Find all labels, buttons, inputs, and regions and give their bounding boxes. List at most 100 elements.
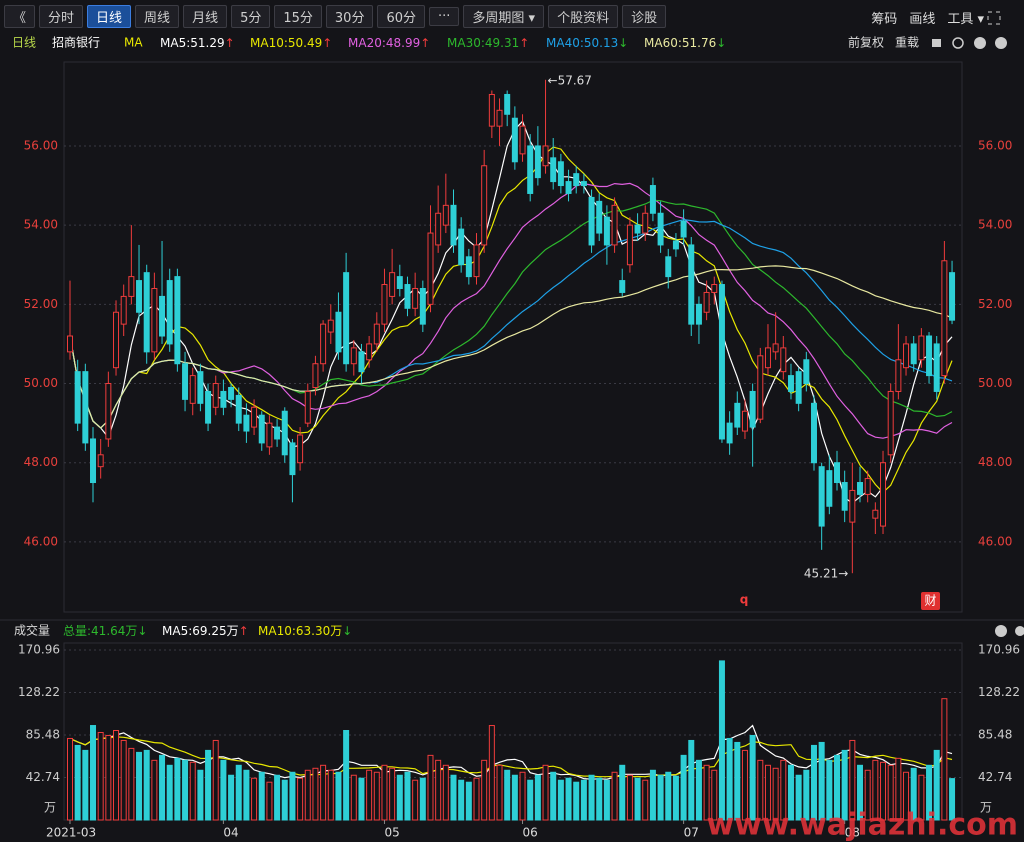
volume-bar — [189, 761, 196, 821]
legend-item: MA10:50.49↑ — [250, 36, 332, 50]
volume-bar — [826, 759, 833, 821]
event-marker: q — [740, 593, 749, 607]
volume-bar — [527, 779, 534, 821]
toolbar-button[interactable]: 分时 — [39, 4, 84, 28]
toolbar-button[interactable]: 周线 — [135, 4, 180, 28]
volume-bar — [427, 754, 434, 821]
candle-body — [220, 390, 227, 408]
legend-item: MA60:51.76↓ — [644, 36, 726, 50]
period: 日线 — [12, 36, 36, 50]
annotation: ←57.67 — [548, 73, 592, 87]
legend-item: MA40:50.13↓ — [546, 36, 628, 50]
legend-label: MA5:69.25万 — [162, 624, 239, 638]
volume-bar — [128, 747, 135, 821]
volume-bar — [136, 751, 143, 821]
toolbar-button[interactable]: 月线 — [183, 4, 228, 28]
candle-body — [281, 410, 288, 456]
ma-title: MA — [124, 36, 143, 50]
volume-bar — [834, 754, 840, 821]
legend-arrow: ↑ — [239, 624, 249, 638]
annotation: 45.21→ — [804, 567, 848, 581]
volume-bar — [849, 739, 856, 821]
toolbar-button[interactable]: 5分 — [231, 4, 271, 28]
y-tick-label: 56.00 — [24, 138, 58, 152]
volume-bar — [212, 739, 219, 821]
candle-body — [481, 165, 488, 246]
toolbar-button[interactable]: 个股资料 — [548, 4, 619, 28]
y-tick-label: 46.00 — [24, 534, 58, 548]
candle-body — [910, 343, 917, 365]
volume-bar — [933, 749, 940, 821]
toolbar-tool[interactable]: 画线 — [909, 12, 936, 27]
toolbar-button[interactable]: 60分 — [377, 4, 425, 28]
volume-bar — [672, 775, 679, 821]
candle-body — [174, 276, 181, 365]
volume-bar — [251, 777, 258, 821]
y-tick-label: 50.00 — [24, 376, 58, 390]
toolbar-button[interactable]: 30分 — [325, 4, 374, 28]
y-tick-label-right: 50.00 — [978, 376, 1012, 390]
volume-bar — [803, 769, 810, 821]
volume-bar — [857, 764, 864, 821]
y-tick-label-right: 46.00 — [978, 534, 1012, 548]
volume-bar — [734, 741, 741, 821]
volume-bar — [918, 774, 925, 821]
volume-bar — [281, 779, 288, 821]
candle-body — [412, 287, 419, 309]
candle-body — [680, 220, 687, 238]
candle-body — [534, 145, 541, 179]
toolbar-button[interactable]: 《 — [4, 4, 36, 28]
toolbar-button[interactable]: ··· — [429, 6, 460, 26]
y-tick-label: 42.74 — [26, 770, 60, 784]
zoom-in-icon — [974, 37, 986, 49]
legend-label: MA10:50.49 — [250, 36, 322, 50]
candle-body — [810, 402, 817, 464]
ma-line — [69, 265, 953, 429]
toolbar-button[interactable]: 日线 — [87, 4, 132, 28]
toolbar-button[interactable]: 诊股 — [622, 4, 667, 28]
volume-bar — [757, 759, 764, 821]
price-pane — [63, 61, 963, 613]
toolbar-tool[interactable]: 工具 ▾ — [947, 12, 984, 27]
legend-right: 前复权 — [848, 35, 884, 50]
toolbar: 《分时 日线 周线 月线 5分 15分 30分 60分 ··· 多周期图 ▾ 个股资料 诊股 — [0, 0, 1024, 32]
candle-body — [826, 470, 833, 507]
volume-bar — [741, 749, 748, 821]
candle-body — [949, 272, 956, 321]
volume-bar — [642, 779, 649, 821]
legend-arrow: ↓ — [137, 624, 147, 638]
candle-body — [473, 244, 480, 278]
volume-bar — [235, 764, 242, 821]
candle-body — [82, 371, 89, 444]
candle-body — [903, 343, 910, 369]
volume-bar — [404, 771, 411, 821]
candle-body — [212, 383, 219, 408]
volume-bar — [511, 774, 518, 821]
stock-name: 招商银行 — [52, 35, 100, 50]
candle-body — [557, 161, 564, 187]
toolbar-tool[interactable]: 筹码 — [871, 12, 898, 27]
x-tick-label: 06 — [523, 826, 538, 840]
volume-bar — [297, 777, 304, 821]
volume-bar — [113, 730, 120, 821]
volume-bar — [266, 781, 273, 821]
volume-unit-right: 万 — [980, 801, 992, 815]
volume-bar — [504, 769, 511, 821]
y-tick-label-right: 128.22 — [978, 685, 1020, 699]
volume-bar — [619, 764, 626, 821]
legend-right: 重载 — [895, 36, 919, 50]
toolbar-button[interactable]: 多周期图 ▾ — [463, 4, 545, 28]
volume-bar — [358, 777, 365, 821]
volume-bar — [787, 764, 794, 821]
volume-bar — [534, 774, 541, 821]
candle-body — [289, 442, 296, 476]
candle-body — [634, 224, 641, 234]
candle-body — [274, 426, 281, 440]
volume-bar — [864, 769, 871, 821]
toolbar-button[interactable]: 15分 — [274, 4, 322, 28]
candle-body — [97, 454, 104, 468]
candle-body — [358, 351, 365, 373]
candle-body — [67, 335, 73, 353]
